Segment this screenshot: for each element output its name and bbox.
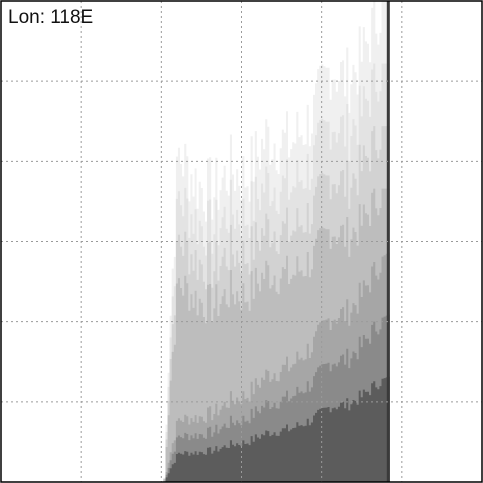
longitude-label: Lon: 118E (8, 8, 93, 27)
